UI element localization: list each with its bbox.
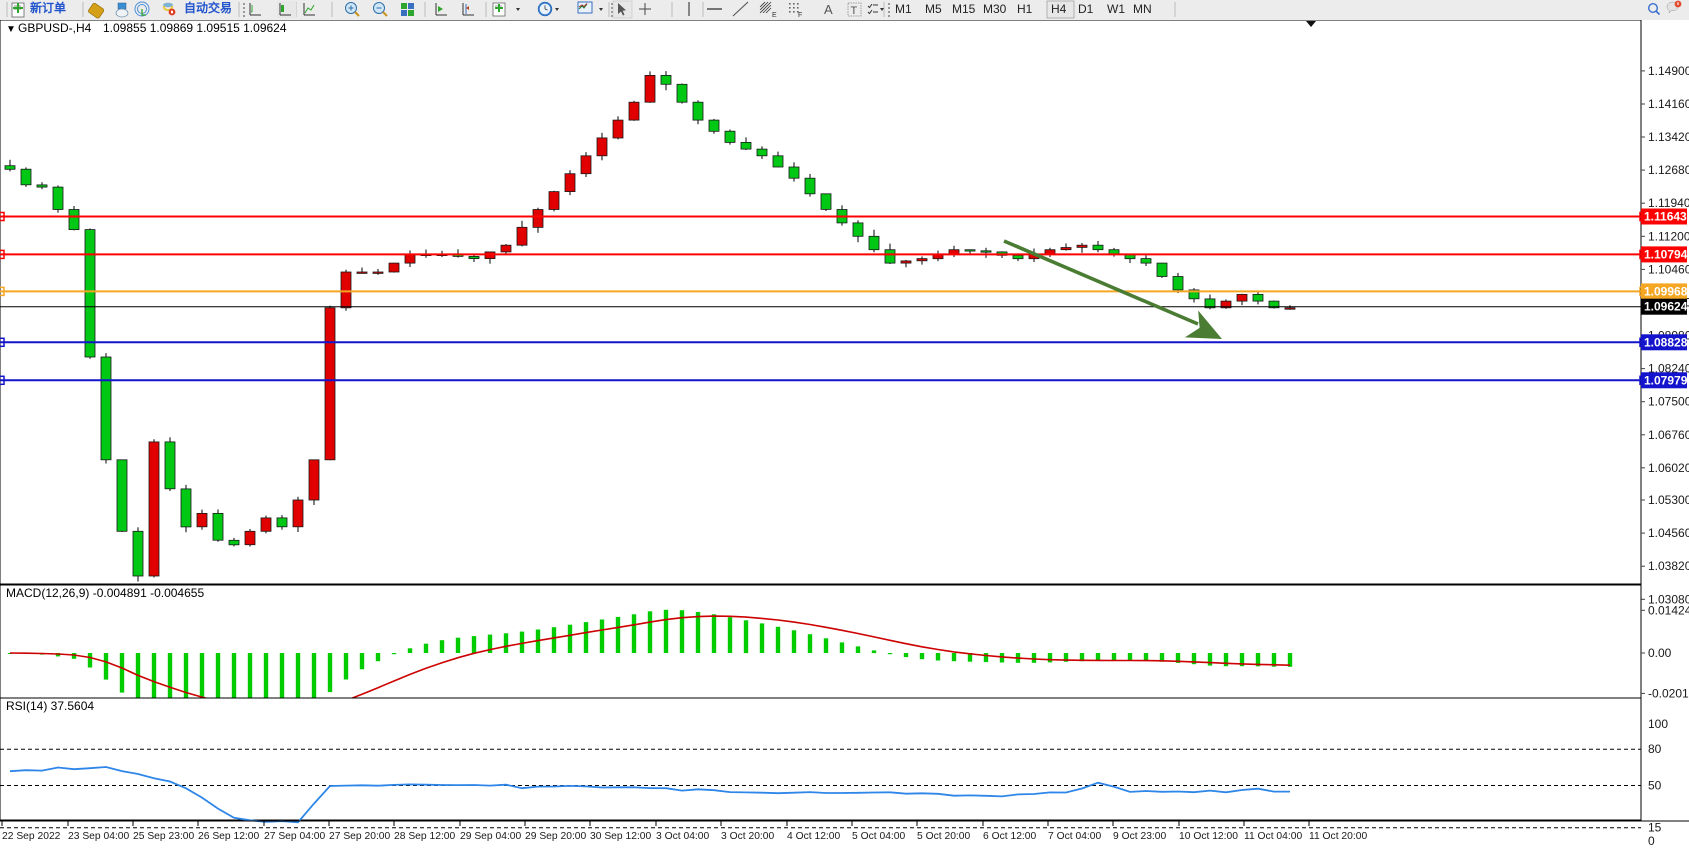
svg-text:15: 15: [1648, 821, 1662, 835]
svg-text:29 Sep 20:00: 29 Sep 20:00: [525, 831, 587, 842]
svg-text:80: 80: [1648, 742, 1662, 756]
svg-text:0: 0: [1648, 834, 1655, 848]
svg-text:1.14160: 1.14160: [1648, 97, 1689, 111]
svg-text:23 Sep 04:00: 23 Sep 04:00: [68, 831, 130, 842]
svg-text:1.07500: 1.07500: [1648, 395, 1689, 409]
svg-text:27 Sep 20:00: 27 Sep 20:00: [329, 831, 391, 842]
svg-text:6 Oct 12:00: 6 Oct 12:00: [983, 831, 1037, 842]
svg-text:3 Oct 04:00: 3 Oct 04:00: [656, 831, 710, 842]
svg-text:H1: H1: [1017, 2, 1033, 16]
svg-text:▼: ▼: [6, 24, 16, 35]
svg-text:1.10794: 1.10794: [1644, 247, 1688, 261]
svg-text:0.00: 0.00: [1648, 646, 1672, 660]
svg-text:11 Oct 20:00: 11 Oct 20:00: [1309, 831, 1367, 842]
svg-text:10 Oct 12:00: 10 Oct 12:00: [1179, 831, 1238, 842]
svg-text:1.08828: 1.08828: [1644, 335, 1688, 349]
svg-text:30 Sep 12:00: 30 Sep 12:00: [590, 831, 652, 842]
svg-text:MN: MN: [1133, 2, 1152, 16]
svg-text:1.06760: 1.06760: [1648, 428, 1689, 442]
svg-text:1.04560: 1.04560: [1648, 526, 1689, 540]
svg-text:1.10460: 1.10460: [1648, 262, 1689, 276]
svg-text:自动交易: 自动交易: [184, 0, 232, 15]
svg-text:7 Oct 04:00: 7 Oct 04:00: [1048, 831, 1102, 842]
svg-text:RSI(14) 37.5604: RSI(14) 37.5604: [6, 699, 94, 713]
svg-text:3 Oct 20:00: 3 Oct 20:00: [721, 831, 775, 842]
svg-text:1.05300: 1.05300: [1648, 493, 1689, 507]
svg-text:H4: H4: [1051, 2, 1067, 16]
svg-text:50: 50: [1648, 778, 1662, 792]
svg-text:W1: W1: [1107, 2, 1125, 16]
svg-text:29 Sep 04:00: 29 Sep 04:00: [460, 831, 522, 842]
svg-text:11 Oct 04:00: 11 Oct 04:00: [1244, 831, 1302, 842]
svg-text:25 Sep 23:00: 25 Sep 23:00: [133, 831, 195, 842]
svg-text:1.09855 1.09869 1.09515 1.0962: 1.09855 1.09869 1.09515 1.09624: [103, 21, 287, 35]
svg-text:1.13420: 1.13420: [1648, 130, 1689, 144]
svg-text:1.14900: 1.14900: [1648, 64, 1689, 78]
svg-text:M5: M5: [925, 2, 942, 16]
svg-text:M30: M30: [983, 2, 1007, 16]
svg-text:5 Oct 04:00: 5 Oct 04:00: [852, 831, 906, 842]
svg-text:4 Oct 12:00: 4 Oct 12:00: [787, 831, 841, 842]
svg-text:1.07979: 1.07979: [1644, 373, 1688, 387]
svg-text:MACD(12,26,9) -0.004891 -0.004: MACD(12,26,9) -0.004891 -0.004655: [6, 586, 204, 600]
svg-text:D1: D1: [1078, 2, 1094, 16]
svg-text:1.11643: 1.11643: [1644, 210, 1687, 224]
svg-text:M1: M1: [895, 2, 912, 16]
svg-text:26 Sep 12:00: 26 Sep 12:00: [198, 831, 260, 842]
svg-text:E: E: [772, 12, 777, 19]
svg-text:5 Oct 20:00: 5 Oct 20:00: [917, 831, 971, 842]
svg-text:新订单: 新订单: [30, 0, 66, 15]
svg-text:22 Sep 2022: 22 Sep 2022: [2, 831, 61, 842]
svg-text:1.09968: 1.09968: [1644, 284, 1688, 298]
svg-text:9 Oct 23:00: 9 Oct 23:00: [1113, 831, 1167, 842]
svg-text:0.014245: 0.014245: [1648, 603, 1689, 617]
svg-text:27 Sep 04:00: 27 Sep 04:00: [264, 831, 326, 842]
svg-text:28 Sep 12:00: 28 Sep 12:00: [394, 831, 456, 842]
svg-text:1.12680: 1.12680: [1648, 163, 1689, 177]
svg-text:GBPUSD-,H4: GBPUSD-,H4: [18, 21, 92, 35]
svg-text:1.09624: 1.09624: [1644, 300, 1688, 314]
svg-text:100: 100: [1648, 717, 1668, 731]
svg-text:T: T: [851, 5, 858, 17]
svg-text:M15: M15: [952, 2, 976, 16]
svg-text:A: A: [824, 2, 833, 17]
svg-text:F: F: [798, 12, 802, 19]
svg-text:1.03820: 1.03820: [1648, 559, 1689, 573]
svg-text:1.06020: 1.06020: [1648, 461, 1689, 475]
svg-text:1.11200: 1.11200: [1648, 229, 1689, 243]
svg-text:-0.020171: -0.020171: [1648, 686, 1689, 700]
svg-text:1.11940: 1.11940: [1648, 196, 1689, 210]
